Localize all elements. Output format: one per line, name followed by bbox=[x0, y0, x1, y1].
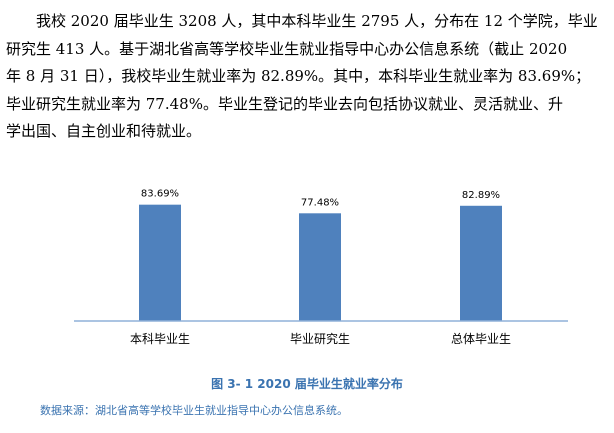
category-label-2: 毕业研究生 bbox=[290, 331, 350, 346]
employment-rate-bar-chart: 83.69% 本科毕业生 77.48% 毕业研究生 82.89% 总体毕业生 bbox=[74, 189, 568, 346]
data-source-note: 数据来源：湖北省高等学校毕业生就业指导中心办公信息系统。 bbox=[40, 404, 348, 417]
data-label-1: 83.69% bbox=[141, 189, 179, 200]
data-label-3: 82.89% bbox=[462, 190, 500, 201]
paragraph-line: 研究生 413 人。基于湖北省高等学校毕业生就业指导中心办公信息系统（截止 20… bbox=[6, 39, 568, 58]
category-label-1: 本科毕业生 bbox=[130, 332, 190, 346]
intro-paragraph: 我校 2020 届毕业生 3208 人，其中本科毕业生 2795 人，分布在 1… bbox=[6, 8, 606, 146]
paragraph-line: 毕业研究生就业率为 77.48%。毕业生登记的毕业去向包括协议就业、灵活就业、升 bbox=[6, 94, 563, 113]
paragraph-line: 我校 2020 届毕业生 3208 人，其中本科毕业生 2795 人，分布在 1… bbox=[36, 12, 598, 30]
category-label-3: 总体毕业生 bbox=[451, 332, 511, 346]
bar-2 bbox=[299, 213, 341, 321]
bar-3 bbox=[460, 205, 502, 321]
paragraph-line: 学出国、自主创业和待就业。 bbox=[6, 122, 202, 140]
paragraph-line: 年 8 月 31 日），我校毕业生就业率为 82.89%。其中，本科毕业生就业率… bbox=[6, 67, 591, 85]
figure-caption: 图 3- 1 2020 届毕业生就业率分布 bbox=[211, 377, 403, 391]
bar-1 bbox=[139, 204, 181, 321]
data-label-2: 77.48% bbox=[301, 197, 339, 208]
